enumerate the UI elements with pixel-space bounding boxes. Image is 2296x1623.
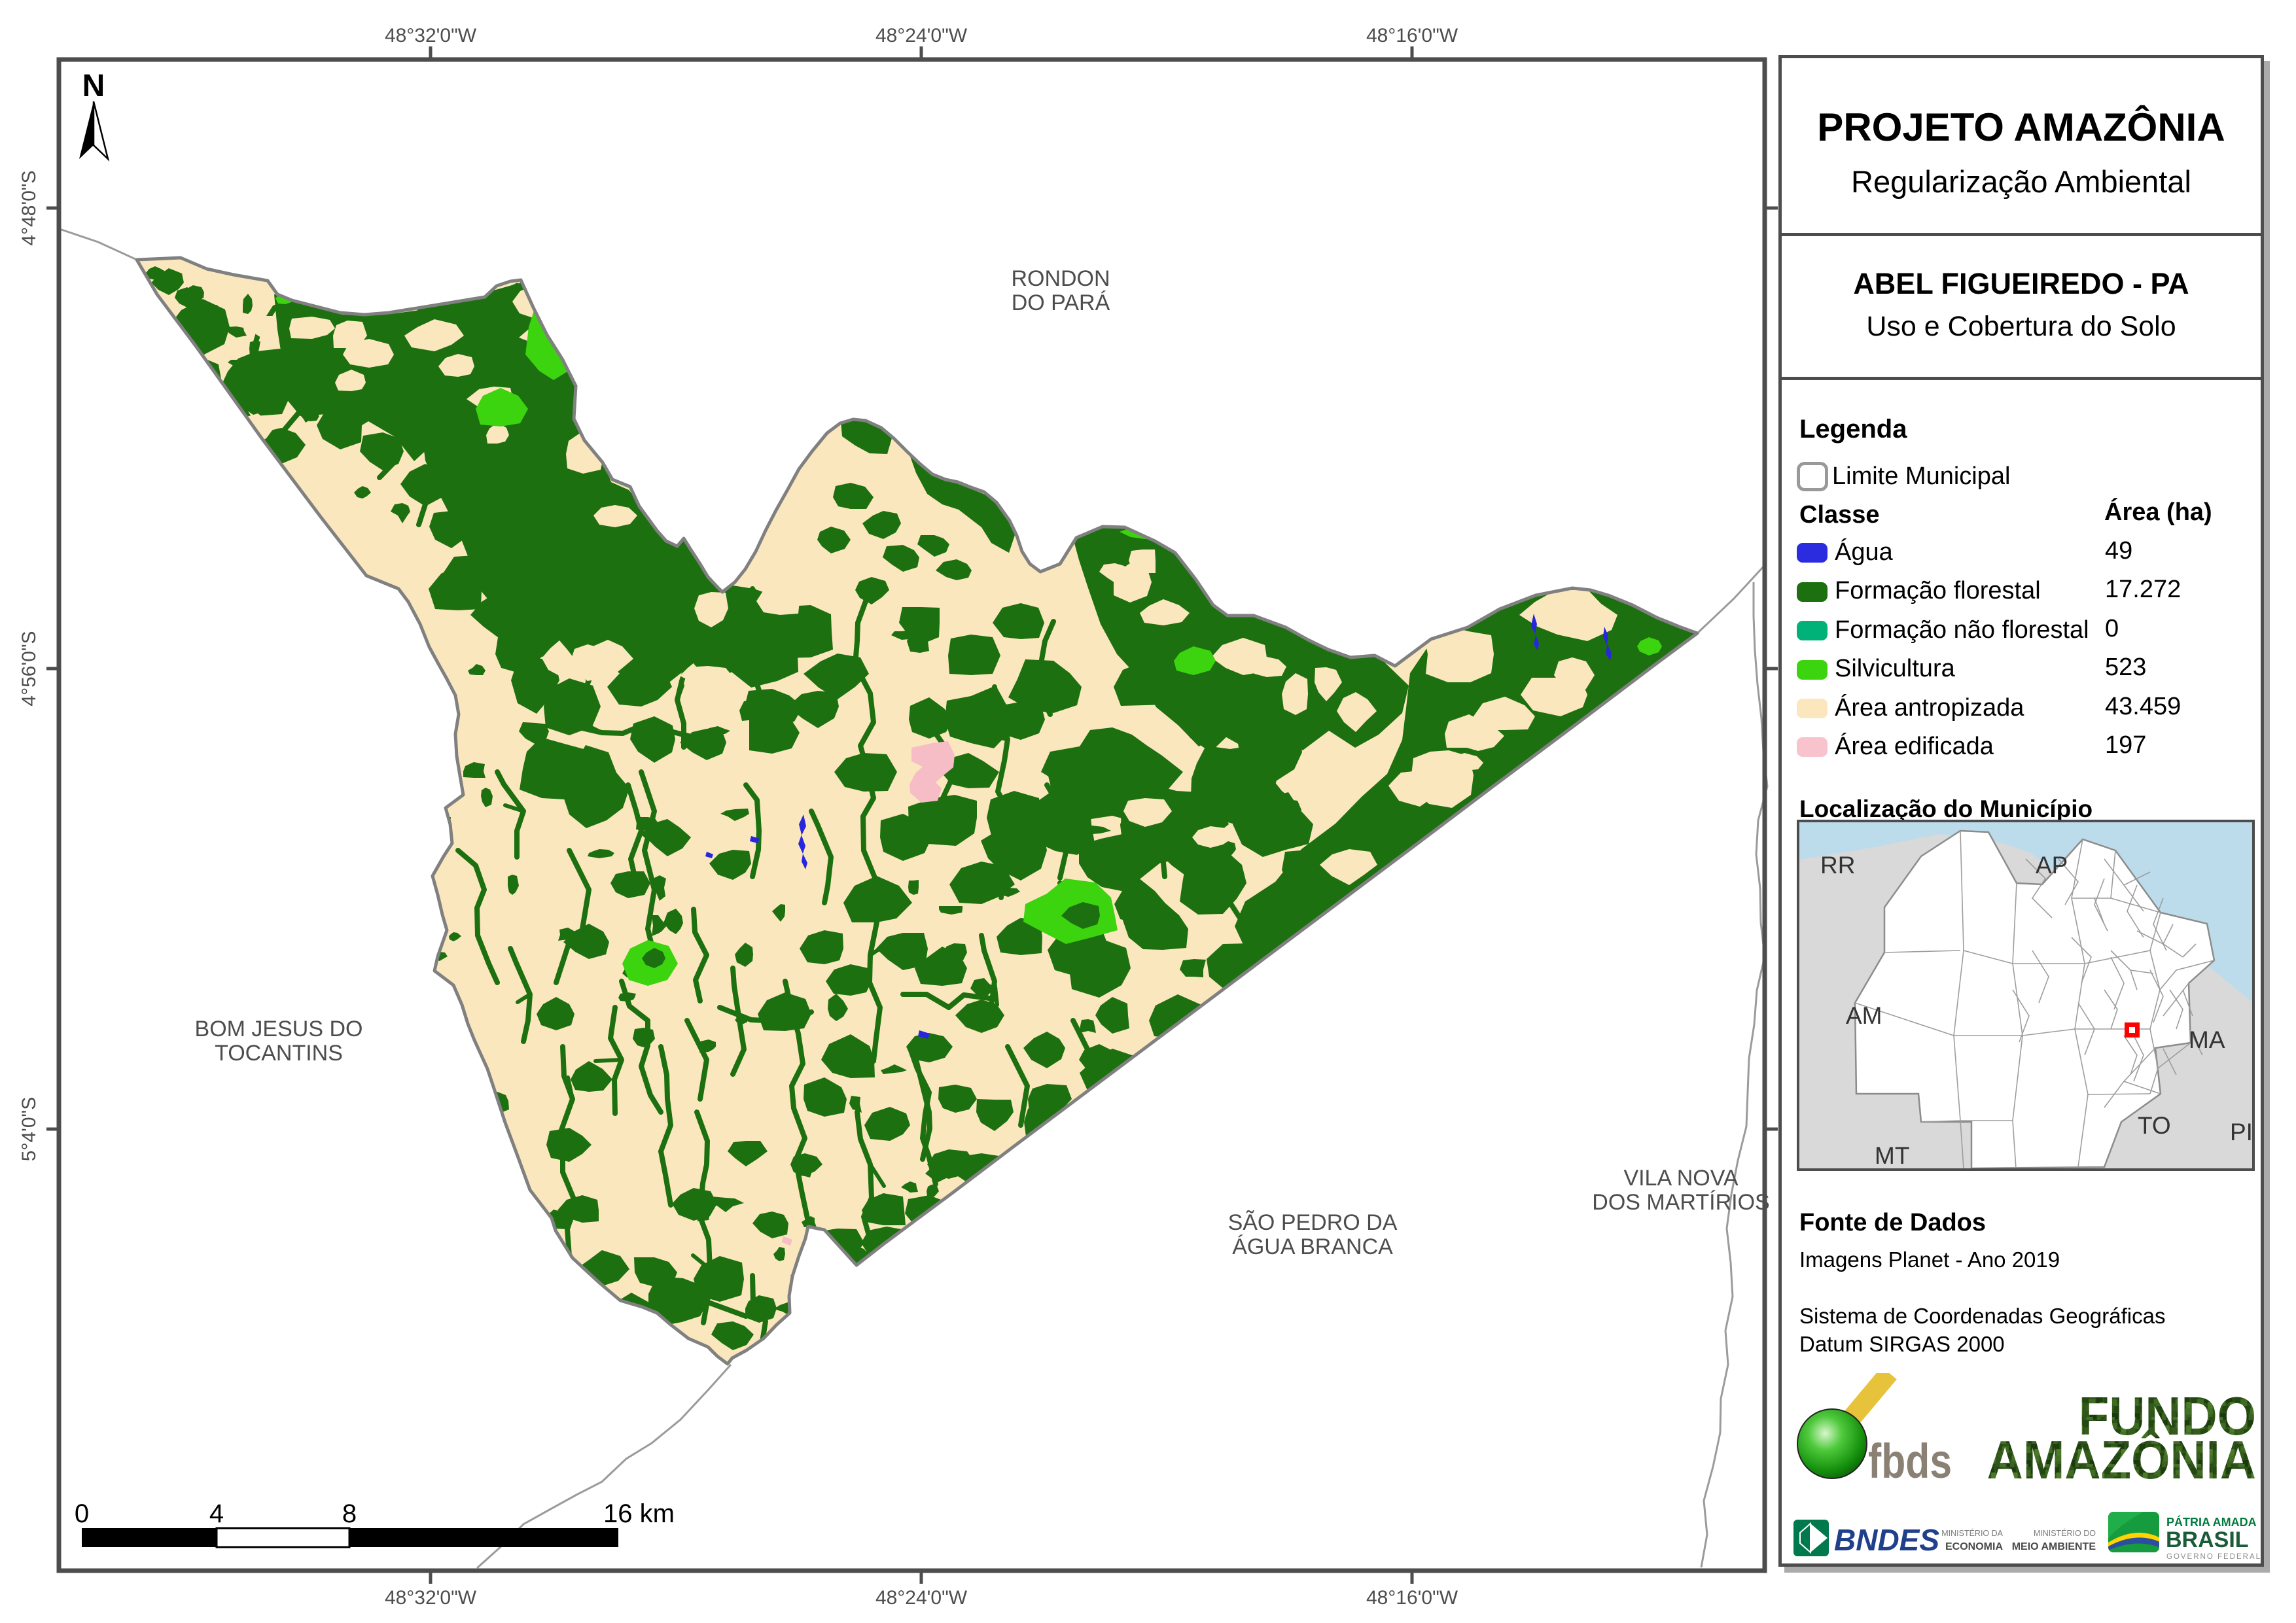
svg-text:DO PARÁ: DO PARÁ	[1012, 290, 1110, 315]
svg-text:MINISTÉRIO DO: MINISTÉRIO DO	[2034, 1528, 2096, 1538]
svg-text:BRASIL: BRASIL	[2166, 1527, 2249, 1552]
svg-text:48°32'0"W: 48°32'0"W	[385, 1587, 477, 1609]
svg-text:MT: MT	[1875, 1142, 1909, 1169]
svg-text:BNDES: BNDES	[1834, 1523, 1939, 1557]
svg-text:4: 4	[209, 1499, 224, 1528]
svg-text:48°32'0"W: 48°32'0"W	[385, 25, 477, 46]
svg-text:48°16'0"W: 48°16'0"W	[1366, 1587, 1458, 1609]
svg-text:SÃO PEDRO DA: SÃO PEDRO DA	[1228, 1210, 1398, 1235]
svg-text:AP: AP	[2036, 852, 2068, 879]
svg-text:FUNDO: FUNDO	[2079, 1386, 2256, 1446]
svg-text:48°24'0"W: 48°24'0"W	[875, 1587, 968, 1609]
svg-text:8: 8	[342, 1499, 357, 1528]
svg-text:48°16'0"W: 48°16'0"W	[1366, 25, 1458, 46]
svg-text:N: N	[82, 69, 105, 103]
svg-text:48°24'0"W: 48°24'0"W	[875, 25, 968, 46]
svg-text:4°48'0"S: 4°48'0"S	[18, 170, 40, 245]
svg-text:PÁTRIA AMADA: PÁTRIA AMADA	[2166, 1515, 2257, 1529]
svg-text:MEIO AMBIENTE: MEIO AMBIENTE	[2012, 1541, 2096, 1552]
svg-text:AM: AM	[1846, 1002, 1882, 1029]
svg-text:RONDON: RONDON	[1011, 266, 1110, 291]
svg-text:GOVERNO FEDERAL: GOVERNO FEDERAL	[2166, 1553, 2261, 1561]
svg-text:DOS MARTÍRIOS: DOS MARTÍRIOS	[1592, 1190, 1769, 1215]
svg-text:16 km: 16 km	[603, 1499, 675, 1528]
svg-text:AMAZÔNIA: AMAZÔNIA	[1987, 1429, 2256, 1490]
svg-text:MA: MA	[2189, 1026, 2225, 1053]
svg-text:RR: RR	[1820, 852, 1855, 879]
svg-text:TO: TO	[2138, 1112, 2171, 1139]
svg-text:VILA NOVA: VILA NOVA	[1623, 1166, 1738, 1191]
svg-text:BOM JESUS DO: BOM JESUS DO	[195, 1017, 363, 1041]
svg-text:0: 0	[75, 1499, 89, 1528]
svg-text:ECONOMIA: ECONOMIA	[1945, 1541, 2003, 1552]
svg-text:ÁGUA BRANCA: ÁGUA BRANCA	[1232, 1234, 1393, 1259]
svg-text:4°56'0"S: 4°56'0"S	[18, 631, 40, 706]
svg-text:fbds: fbds	[1868, 1435, 1952, 1488]
svg-text:TOCANTINS: TOCANTINS	[215, 1041, 343, 1066]
svg-text:MINISTÉRIO DA: MINISTÉRIO DA	[1941, 1528, 2003, 1538]
svg-text:5°4'0"S: 5°4'0"S	[18, 1097, 40, 1161]
svg-text:PI: PI	[2230, 1119, 2253, 1145]
